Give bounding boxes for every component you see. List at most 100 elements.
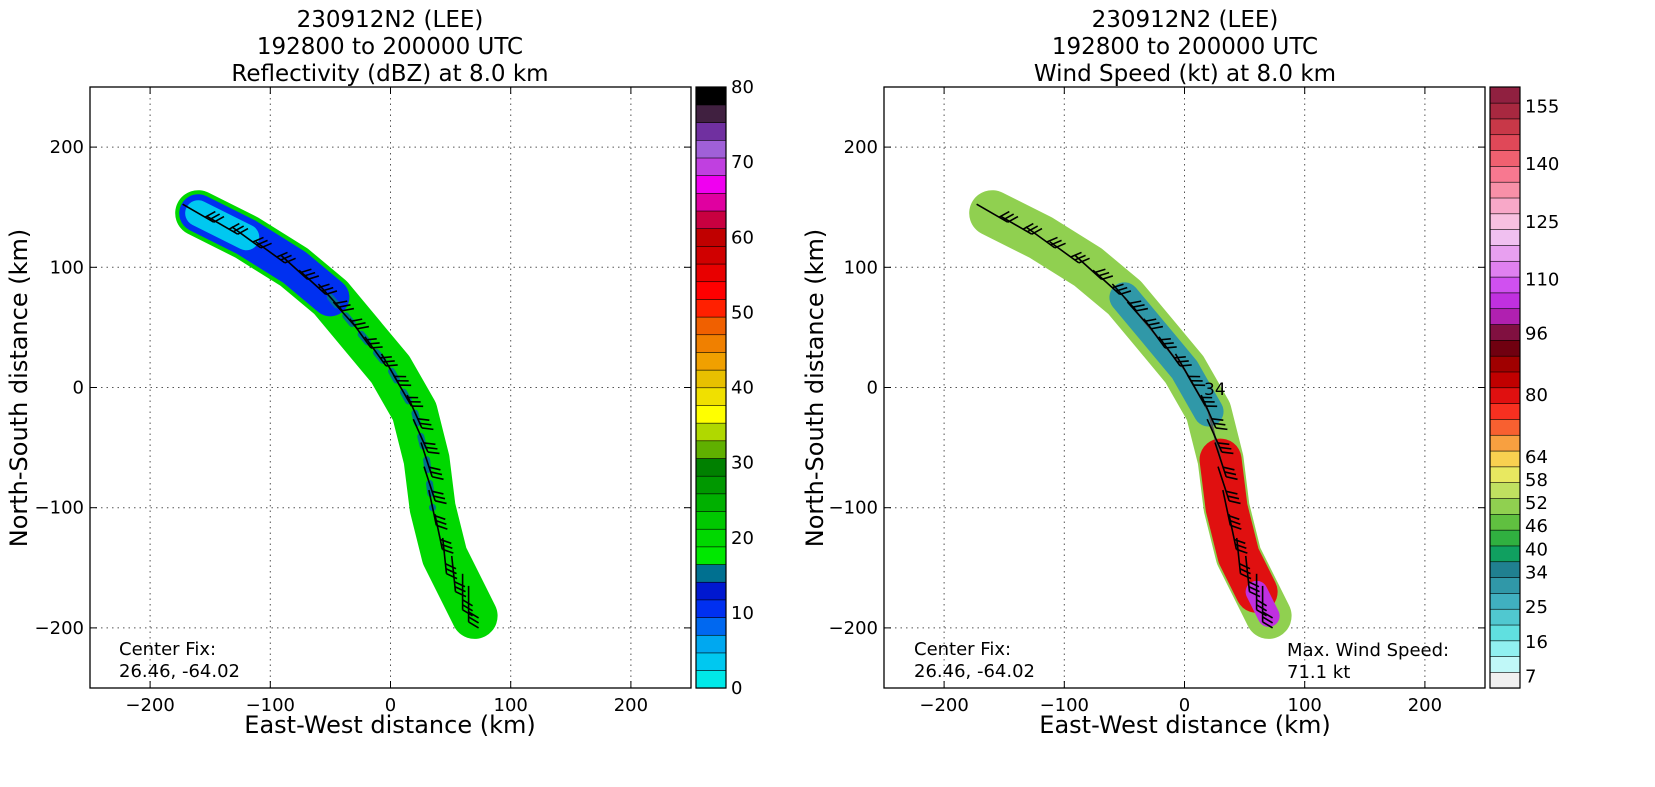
colorbar-swatch — [1489, 371, 1521, 389]
x-tick-label: 0 — [1179, 695, 1190, 716]
colorbar-tick-label: 7 — [1525, 666, 1536, 687]
y-axis-label: North-South distance (km) — [5, 229, 33, 548]
wind-barb — [317, 283, 355, 312]
colorbar-swatch — [1489, 118, 1521, 136]
x-tick-label: 200 — [1408, 695, 1442, 716]
wind-barb — [412, 418, 440, 455]
panel-title-line-3: Reflectivity (dBZ) at 8.0 km — [231, 61, 548, 87]
colorbar-tick-label: 40 — [1525, 539, 1548, 560]
colorbar-swatch — [1489, 576, 1521, 594]
colorbar-frame — [695, 86, 727, 689]
panel-title-line-2: 192800 to 200000 UTC — [257, 34, 523, 60]
wind-barb — [1214, 442, 1238, 481]
panel-title-line-3: Wind Speed (kt) at 8.0 km — [1034, 61, 1336, 87]
colorbar-tick-label: 0 — [731, 678, 742, 699]
wind-barb — [1158, 336, 1192, 367]
center-fix-label: Center Fix: — [119, 639, 216, 660]
x-tick-label: 0 — [385, 695, 396, 716]
colorbar-swatch — [695, 422, 727, 442]
colorbar-swatch — [695, 440, 727, 459]
colorbar-swatch — [1489, 244, 1521, 262]
y-tick-label: 0 — [867, 378, 878, 399]
colorbar-swatch — [1489, 671, 1521, 689]
colorbar-tick-label: 46 — [1525, 516, 1548, 537]
colorbar-swatch — [1489, 529, 1521, 547]
colorbar-swatch — [1489, 323, 1521, 341]
y-tick-label: 200 — [50, 137, 84, 158]
panel-reflectivity: 230912N2 (LEE) 192800 to 200000 UTC Refl… — [5, 7, 754, 739]
wind-barb — [1261, 585, 1274, 629]
colorbar-swatch — [695, 316, 727, 336]
colorbar-swatch — [695, 263, 727, 283]
x-tick-label: 200 — [614, 695, 648, 716]
colorbar-swatch — [1489, 149, 1521, 167]
colorbar-tick-label: 125 — [1525, 212, 1559, 233]
x-tick-label: −100 — [1040, 695, 1089, 716]
colorbar-swatch — [695, 493, 727, 512]
colorbar-swatch — [695, 581, 727, 601]
wind-barb — [441, 537, 458, 580]
colorbar-swatch — [1489, 640, 1521, 657]
max-wind-label: Max. Wind Speed: — [1287, 640, 1449, 661]
wind-barb — [1217, 466, 1241, 505]
colorbar-swatch — [1489, 276, 1521, 294]
y-tick-label: 100 — [50, 257, 84, 278]
colorbar-swatch — [695, 387, 727, 406]
colorbar-swatch — [695, 475, 727, 495]
x-axis-label: East-West distance (km) — [1039, 711, 1330, 739]
x-tick-label: −200 — [919, 695, 968, 716]
colorbar-swatch — [695, 157, 727, 176]
colorbar-tick-label: 80 — [1525, 385, 1548, 406]
panel-title-line-1: 230912N2 (LEE) — [1092, 7, 1279, 33]
y-axis-label: North-South distance (km) — [801, 229, 829, 548]
colorbar-swatch — [695, 139, 727, 159]
center-fix-label: Center Fix: — [914, 639, 1011, 660]
colorbar-swatch — [1489, 450, 1521, 468]
colorbar-swatch — [1489, 387, 1521, 404]
colorbar-swatch — [695, 86, 727, 106]
colorbar-swatch — [1489, 134, 1521, 151]
colorbar-swatch — [1489, 561, 1521, 578]
colorbar-tick-label: 96 — [1525, 324, 1548, 345]
colorbar-tick-label: 20 — [731, 528, 754, 549]
colorbar-frame — [1489, 86, 1521, 689]
colorbar-tick-label: 25 — [1525, 597, 1548, 618]
wind-barb — [1049, 241, 1090, 264]
colorbar-swatch — [695, 334, 727, 353]
colorbar-swatch — [1489, 102, 1521, 120]
wind-speed-swath — [969, 190, 1292, 639]
colorbar-swatch — [1489, 339, 1521, 357]
colorbar-swatch — [695, 510, 727, 530]
colorbar-swatch — [1489, 497, 1521, 515]
colorbar-tick-label: 140 — [1525, 154, 1559, 175]
colorbar-swatch — [1489, 403, 1521, 420]
x-tick-label: 100 — [1288, 695, 1322, 716]
y-tick-label: −200 — [829, 618, 878, 639]
colorbar-tick-label: 64 — [1525, 447, 1548, 468]
grid-lines — [90, 87, 691, 688]
wind-barb — [461, 573, 474, 617]
colorbar-swatch — [1489, 466, 1521, 483]
contour-label-34: 34 — [1204, 380, 1226, 400]
center-fix-value: 26.46, -64.02 — [119, 661, 240, 682]
y-tick-label: 0 — [73, 378, 84, 399]
colorbar-swatch — [1489, 260, 1521, 278]
colorbar-swatch — [1489, 213, 1521, 230]
axis-ticks: −200 −100 0 100 200 −200 −100 0 100 200 — [35, 87, 691, 716]
colorbar-reflectivity: 0 10 20 30 40 50 60 70 80 — [695, 77, 754, 699]
colorbar-swatch — [695, 457, 727, 477]
x-axis-label: East-West distance (km) — [244, 711, 535, 739]
panel-title-line-2: 192800 to 200000 UTC — [1052, 34, 1318, 60]
colorbar-swatch — [695, 670, 727, 689]
center-fix-value: 26.46, -64.02 — [914, 661, 1035, 682]
colorbar-swatch — [1489, 229, 1521, 246]
colorbar-swatch — [1489, 181, 1521, 199]
reflectivity-swath — [175, 190, 498, 639]
colorbar-swatch — [695, 634, 727, 654]
wind-barb — [1235, 537, 1252, 580]
colorbar-swatch — [1489, 197, 1521, 215]
colorbar-swatch — [1489, 624, 1521, 642]
colorbar-swatch — [1489, 545, 1521, 563]
y-tick-label: 200 — [844, 137, 878, 158]
